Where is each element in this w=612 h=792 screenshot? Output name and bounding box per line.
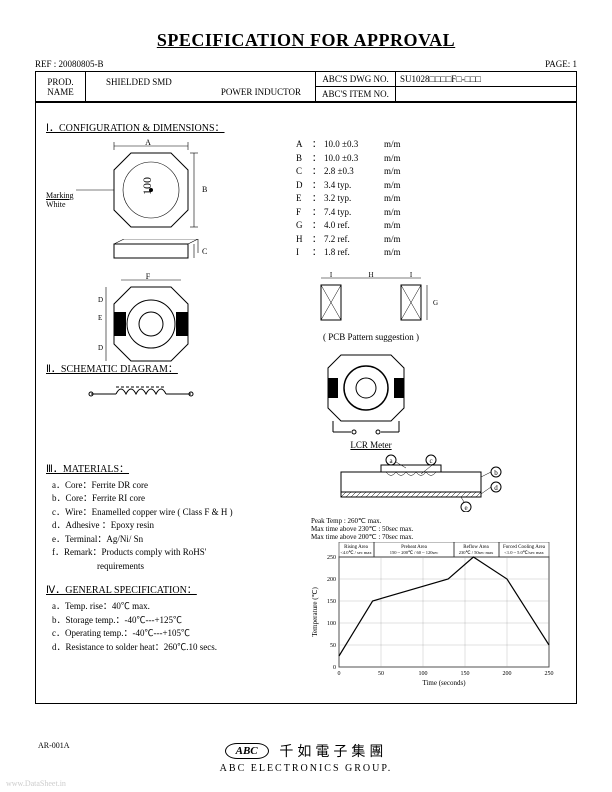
- header-row: REF : 20080805-B PAGE: 1: [35, 59, 577, 69]
- content-box: Ⅰ．CONFIGURATION & DIMENSIONS： A 100 B: [35, 102, 577, 704]
- svg-text:B: B: [202, 185, 207, 194]
- svg-text:50: 50: [378, 671, 384, 677]
- svg-text:D: D: [98, 296, 103, 304]
- dim-row: C：2.8 ±0.3m/m: [296, 165, 446, 179]
- item-val: [396, 87, 577, 102]
- materials-item: e．Terminal：Ag/Ni/ Sn: [52, 533, 301, 547]
- peak-temp: Peak Temp : 260℃ max.: [311, 517, 566, 525]
- svg-text:H: H: [368, 271, 373, 279]
- svg-text:b: b: [494, 469, 498, 477]
- info-table: PROD.NAME SHIELDED SMD POWER INDUCTOR AB…: [35, 71, 577, 102]
- dwg-label: ABC'S DWG NO.: [316, 72, 396, 87]
- materials-callout-diagram: a c b d e: [311, 452, 531, 512]
- svg-text:0: 0: [333, 665, 336, 671]
- svg-text:F: F: [146, 272, 151, 281]
- sec1-heading: Ⅰ．CONFIGURATION & DIMENSIONS：: [46, 119, 566, 134]
- svg-text:<1.0 ~ 5.0℃/sec max: <1.0 ~ 5.0℃/sec max: [504, 550, 544, 555]
- page-num: PAGE: 1: [545, 59, 577, 69]
- svg-text:0: 0: [338, 671, 341, 677]
- pcb-caption: ( PCB Pattern suggestion ): [296, 332, 446, 342]
- lcr-diagram: [296, 347, 446, 437]
- lcr-label: LCR Meter: [296, 440, 446, 450]
- marking-text: 100: [140, 177, 154, 195]
- schematic-diagram: [86, 379, 206, 409]
- right-col: a c b d e Peak Temp : 260℃ max. Max time…: [311, 452, 566, 695]
- dim-row: I：1.8 ref.m/m: [296, 246, 446, 260]
- svg-text:G: G: [433, 299, 438, 307]
- sec3-heading: Ⅲ．MATERIALS：: [46, 460, 301, 475]
- svg-text:50: 50: [330, 643, 336, 649]
- genspec-item: a．Temp. rise：40℃ max.: [52, 600, 301, 614]
- prod-label: PROD.NAME: [36, 72, 86, 102]
- t200: Max time above 200℃ : 70sec max.: [311, 533, 566, 541]
- dim-row: A：10.0 ±0.3m/m: [296, 138, 446, 152]
- materials-list: a．Core：Ferrite DR coreb．Core：Ferrite RI …: [52, 479, 301, 574]
- pcb-area: I H I G ( PCB Pattern sugg: [296, 270, 446, 342]
- svg-text:Time (seconds): Time (seconds): [422, 679, 466, 687]
- materials-item: a．Core：Ferrite DR core: [52, 479, 301, 493]
- footer-logo: ABC: [225, 743, 269, 759]
- top-view-diagram: A 100 B: [76, 138, 226, 238]
- svg-text:D: D: [98, 344, 103, 352]
- footer-cjk: 千如電子集團: [279, 745, 387, 760]
- sec4-heading: Ⅳ．GENERAL SPECIFICATION：: [46, 581, 301, 596]
- svg-text:C: C: [202, 247, 207, 256]
- lower-two-col: Ⅲ．MATERIALS： a．Core：Ferrite DR coreb．Cor…: [46, 452, 566, 695]
- svg-text:230℃ / 50sec max: 230℃ / 50sec max: [459, 550, 494, 555]
- side-view-diagram: C: [76, 239, 226, 269]
- dim-list: A：10.0 ±0.3m/mB：10.0 ±0.3m/mC：2.8 ±0.3m/…: [296, 138, 446, 260]
- materials-item: requirements: [52, 560, 301, 574]
- reflow-chart: Rising Area Preheat Area Reflow Area For…: [311, 542, 561, 692]
- dim-row: G：4.0 ref.m/m: [296, 219, 446, 233]
- svg-text:100: 100: [419, 671, 428, 677]
- materials-item: c．Wire：Enamelled copper wire ( Class F &…: [52, 506, 301, 520]
- prod-name-top: SHIELDED SMD: [106, 77, 311, 87]
- svg-text:250: 250: [545, 671, 554, 677]
- svg-text:d: d: [494, 484, 498, 492]
- dim-row: F：7.4 typ.m/m: [296, 206, 446, 220]
- item-label: ABC'S ITEM NO.: [316, 87, 396, 102]
- materials-item: d．Adhesive ：Epoxy resin: [52, 519, 301, 533]
- dims-and-pcb-col: A：10.0 ±0.3m/mB：10.0 ±0.3m/mC：2.8 ±0.3m/…: [296, 138, 446, 450]
- profile-text: Peak Temp : 260℃ max. Max time above 230…: [311, 517, 566, 542]
- footer: ABC 千如電子集團 ABC ELECTRONICS GROUP.: [0, 741, 612, 774]
- page-title: SPECIFICATION FOR APPROVAL: [35, 30, 577, 51]
- ref-text: REF : 20080805-B: [35, 59, 104, 69]
- genspec-item: b．Storage temp.：-40℃---+125℃: [52, 614, 301, 628]
- svg-text:100: 100: [327, 621, 336, 627]
- genspec-item: d．Resistance to solder heat：260℃.10 secs…: [52, 641, 301, 655]
- svg-text:<4.0℃ / sec max: <4.0℃ / sec max: [340, 550, 372, 555]
- dim-row: D：3.4 typ.m/m: [296, 179, 446, 193]
- svg-text:150: 150: [461, 671, 470, 677]
- page: SPECIFICATION FOR APPROVAL REF : 2008080…: [0, 0, 612, 724]
- svg-text:Temperature (℃): Temperature (℃): [311, 586, 319, 636]
- pcb-diagram: I H I G: [301, 270, 441, 330]
- svg-text:A: A: [145, 138, 151, 147]
- dim-row: B：10.0 ±0.3m/m: [296, 152, 446, 166]
- svg-text:250: 250: [327, 555, 336, 561]
- genspec-item: c．Operating temp.：-40℃---+105℃: [52, 627, 301, 641]
- genspec-list: a．Temp. rise：40℃ max.b．Storage temp.：-40…: [52, 600, 301, 654]
- bottom-view-diagram: F D E D: [76, 272, 226, 367]
- marking-color: White: [46, 200, 66, 209]
- materials-item: b．Core：Ferrite RI core: [52, 492, 301, 506]
- svg-text:E: E: [98, 314, 102, 322]
- svg-text:150 ~ 200℃ / 60 ~ 120sec: 150 ~ 200℃ / 60 ~ 120sec: [390, 550, 438, 555]
- watermark: www.DataSheet.in: [6, 779, 66, 788]
- dim-row: E：3.2 typ.m/m: [296, 192, 446, 206]
- materials-item: f．Remark：Products comply with RoHS': [52, 546, 301, 560]
- svg-text:200: 200: [327, 577, 336, 583]
- svg-text:200: 200: [503, 671, 512, 677]
- dwg-val: SU1028□□□□F□-□□□: [396, 72, 577, 87]
- prod-name: SHIELDED SMD POWER INDUCTOR: [86, 72, 316, 102]
- t230: Max time above 230℃ : 50sec max.: [311, 525, 566, 533]
- svg-text:c: c: [429, 457, 432, 465]
- svg-text:150: 150: [327, 599, 336, 605]
- footer-en: ABC ELECTRONICS GROUP.: [0, 763, 612, 774]
- svg-text:a: a: [389, 457, 393, 465]
- left-col: Ⅲ．MATERIALS： a．Core：Ferrite DR coreb．Cor…: [46, 452, 301, 695]
- prod-name-bottom: POWER INDUCTOR: [106, 87, 311, 97]
- dim-row: H：7.2 ref.m/m: [296, 233, 446, 247]
- svg-text:e: e: [464, 504, 467, 512]
